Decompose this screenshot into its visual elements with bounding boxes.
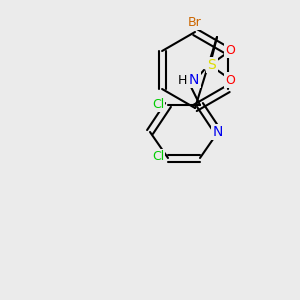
Text: O: O: [225, 44, 235, 56]
Text: Cl: Cl: [152, 151, 164, 164]
Text: O: O: [225, 74, 235, 86]
Text: N: N: [189, 73, 199, 87]
Text: Cl: Cl: [152, 98, 164, 110]
Text: H: H: [177, 74, 187, 86]
Text: Br: Br: [188, 16, 202, 28]
Text: N: N: [213, 125, 223, 139]
Text: S: S: [208, 58, 216, 72]
